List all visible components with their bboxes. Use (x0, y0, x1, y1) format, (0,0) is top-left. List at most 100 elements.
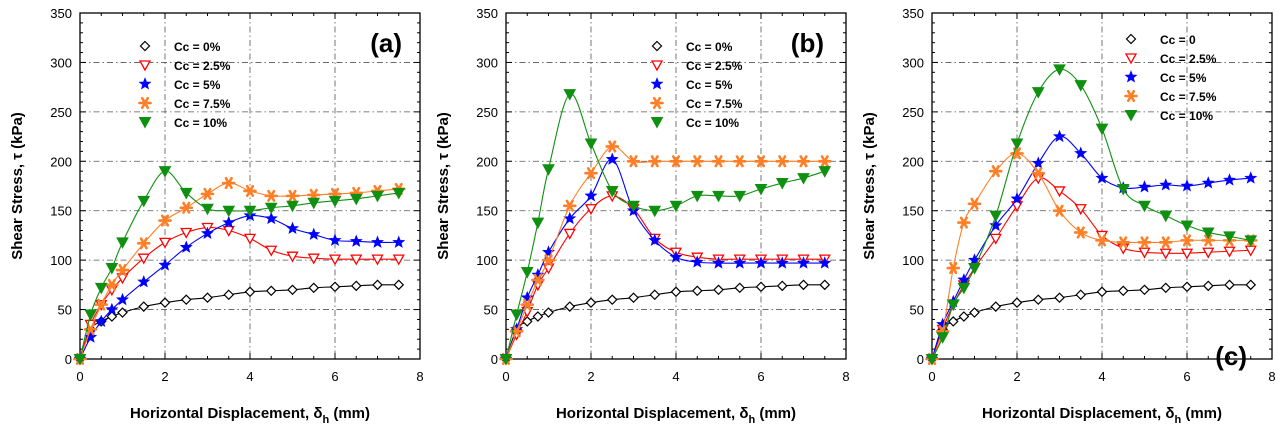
legend-label: Cc = 7.5% (686, 97, 743, 111)
axis-ticks (931, 12, 1273, 360)
data-point (221, 176, 236, 190)
data-point (499, 354, 513, 366)
data-point (1031, 156, 1045, 169)
data-point (105, 278, 119, 291)
axis-ticks (79, 12, 421, 360)
y-tick-label: 100 (476, 253, 498, 268)
x-tick-label: 6 (331, 369, 338, 384)
data-point (286, 200, 299, 213)
data-point (946, 299, 960, 312)
data-point (819, 279, 831, 291)
legend-label: Cc = 10% (174, 116, 227, 130)
panel-label: (c) (1215, 341, 1247, 371)
data-point (200, 187, 215, 200)
data-point (798, 279, 809, 291)
data-point (1095, 234, 1109, 247)
data-point (1073, 226, 1088, 239)
data-point (264, 202, 278, 215)
data-point (957, 282, 971, 295)
data-point (137, 275, 151, 288)
data-point (223, 289, 235, 301)
data-point (1159, 248, 1172, 260)
y-tick-label: 150 (476, 204, 498, 219)
data-point (158, 258, 172, 271)
data-point (1244, 171, 1258, 184)
data-point (936, 332, 949, 344)
data-point (797, 173, 810, 185)
data-point (116, 237, 129, 249)
x-axis-label: Horizontal Displacement, δh (mm) (130, 405, 370, 426)
grid-lines (80, 13, 420, 359)
data-point (1052, 204, 1067, 217)
data-point (755, 281, 767, 293)
data-point (734, 282, 746, 294)
data-point (969, 307, 980, 318)
data-point (1117, 243, 1130, 255)
x-axis-label: Horizontal Displacement, δh (mm) (556, 405, 796, 426)
panel-label: (a) (370, 28, 402, 58)
y-tick-label: 200 (476, 154, 498, 169)
y-axis-label: Shear Stress, τ (kPa) (861, 112, 878, 260)
data-point (372, 279, 383, 291)
data-point (222, 205, 236, 218)
legend-marker (1124, 70, 1138, 83)
data-point (543, 307, 554, 318)
data-point (1095, 123, 1109, 136)
series-cc-10- (499, 89, 832, 366)
legend-marker (650, 96, 664, 110)
x-tick-label: 4 (246, 369, 253, 384)
data-point (105, 302, 119, 316)
data-point (649, 289, 661, 301)
data-point (510, 309, 523, 322)
data-point (265, 245, 278, 257)
data-point (179, 201, 194, 214)
series-cc-10- (925, 64, 1258, 366)
data-point (776, 280, 788, 292)
data-point (243, 205, 257, 218)
data-point (1201, 176, 1215, 189)
legend-label: Cc = 5% (1160, 71, 1207, 85)
data-point (1138, 200, 1151, 213)
data-point (349, 193, 363, 206)
data-point (106, 311, 118, 322)
series-cc-0 (926, 279, 1257, 365)
y-tick-label: 0 (917, 352, 924, 367)
data-point (1223, 173, 1236, 186)
data-point (94, 314, 108, 327)
y-tick-label: 0 (491, 352, 498, 367)
y-tick-label: 350 (50, 6, 72, 21)
x-tick-label: 8 (842, 369, 849, 384)
data-point (817, 155, 832, 168)
legend-marker (650, 117, 664, 129)
chart-a: 0 2 4 6 8 0 50 100 150 200 250 300 350 Horizontal Dis… (9, 6, 424, 426)
legend-marker (138, 117, 152, 129)
data-point (797, 256, 810, 269)
data-point (531, 273, 545, 286)
y-axis-label: Shear Stress, τ (kPa) (9, 112, 26, 260)
data-point (1180, 248, 1194, 260)
legend-label: Cc = 10% (686, 116, 739, 130)
data-point (94, 282, 108, 295)
data-point (244, 286, 256, 298)
series-cc-5- (73, 208, 406, 365)
data-point (243, 233, 257, 245)
data-point (1180, 234, 1194, 247)
series-cc-2-5- (499, 191, 831, 366)
chart-c: 0 2 4 6 8 0 50 100 150 200 250 300 350 Horizontal Dis… (861, 6, 1276, 426)
y-tick-label: 350 (902, 6, 924, 21)
legend-marker (650, 77, 664, 90)
data-point (521, 316, 533, 327)
y-tick-label: 250 (476, 105, 498, 120)
data-point (285, 189, 300, 202)
series-cc-10- (73, 166, 406, 366)
panel-label: (b) (791, 28, 824, 58)
data-point (1202, 280, 1214, 292)
series-line (931, 284, 1251, 360)
y-tick-label: 200 (50, 154, 72, 169)
data-point (775, 178, 789, 190)
data-point (73, 354, 87, 366)
y-tick-label: 300 (476, 55, 498, 70)
data-point (968, 263, 981, 275)
data-point (308, 282, 320, 294)
data-point (796, 155, 811, 168)
